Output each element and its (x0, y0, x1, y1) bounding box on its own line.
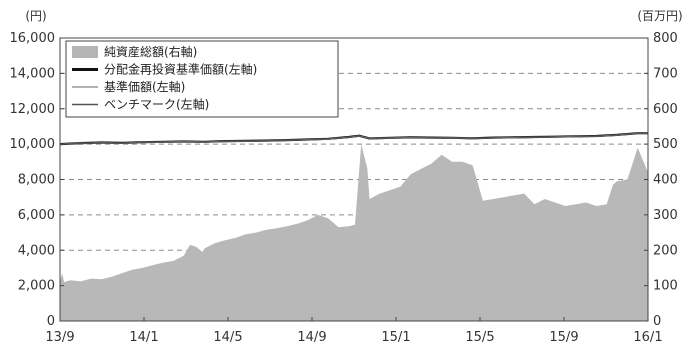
x-tick-label: 15/9 (549, 330, 578, 345)
left-tick-label: 0 (47, 314, 55, 329)
right-tick-label: 200 (653, 243, 678, 258)
left-tick-label: 8,000 (18, 173, 55, 188)
x-tick-label: 16/1 (633, 330, 662, 345)
legend-box (65, 40, 339, 118)
right-tick-label: 700 (653, 66, 678, 81)
left-tick-label: 12,000 (10, 102, 56, 117)
x-tick-label: 14/1 (129, 330, 158, 345)
right-tick-label: 100 (653, 279, 678, 294)
x-tick-label: 15/1 (381, 330, 410, 345)
legend-label: 純資産総額(右軸) (104, 44, 197, 59)
series-line-3 (59, 132, 648, 145)
left-tick-label: 2,000 (18, 279, 55, 294)
left-tick-label: 4,000 (18, 243, 55, 258)
right-tick-label: 500 (653, 137, 678, 152)
legend-label: ベンチマーク(左軸) (104, 97, 209, 112)
chart-legend: 純資産総額(右軸) 分配金再投資基準価額(左軸) 基準価額(左軸) ベンチマーク(左軸… (65, 40, 339, 118)
right-tick-label: 0 (653, 314, 661, 329)
x-tick-label: 13/9 (45, 330, 74, 345)
right-tick-label: 800 (653, 31, 678, 46)
legend-swatch-area (72, 46, 98, 58)
axis-layer: 0 2,000 4,000 6,000 8,000 10,000 12,000 14,000 1… (10, 31, 678, 345)
legend-label: 分配金再投資基準価額(左軸) (104, 62, 257, 77)
left-tick-label: 10,000 (10, 137, 56, 152)
right-tick-label: 600 (653, 102, 678, 117)
net-assets-area (60, 144, 648, 321)
right-tick-label: 400 (653, 173, 678, 188)
right-tick-label: 300 (653, 208, 678, 223)
left-axis-unit: (円) (25, 9, 46, 23)
left-tick-label: 6,000 (18, 208, 55, 223)
line-layer (59, 132, 648, 146)
legend-label: 基準価額(左軸) (104, 79, 185, 94)
x-tick-label: 14/5 (213, 330, 242, 345)
x-tick-label: 14/9 (297, 330, 326, 345)
left-tick-label: 14,000 (10, 66, 56, 81)
area-layer (60, 144, 648, 321)
left-tick-label: 16,000 (10, 31, 56, 46)
x-tick-label: 15/5 (465, 330, 494, 345)
right-axis-unit: (百万円) (637, 9, 682, 23)
